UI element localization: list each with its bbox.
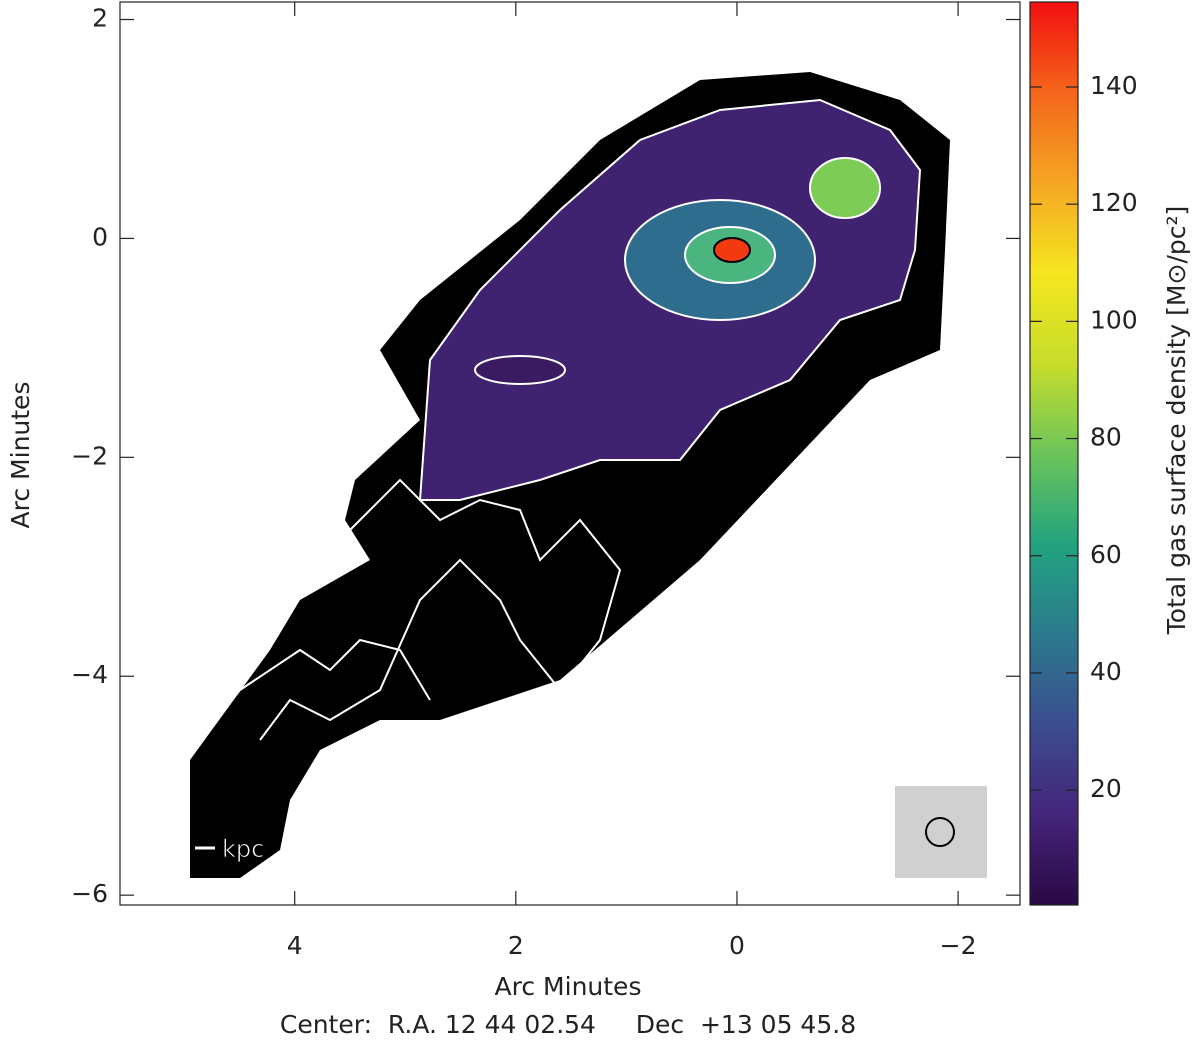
footer: Center: R.A. 12 44 02.54 Dec +13 05 45.8 <box>280 1010 856 1039</box>
colorbar-tick-label: 100 <box>1090 305 1138 334</box>
galaxy-map: kpc <box>190 72 987 878</box>
y-tick-label: −2 <box>71 441 108 470</box>
colorbar <box>1029 1 1079 906</box>
beam <box>925 817 955 847</box>
contour <box>259 478 622 741</box>
x-tick-label: 4 <box>287 931 303 960</box>
colorbar-title: Total gas surface density [M⊙/pc²] <box>1162 206 1191 636</box>
contour <box>809 157 881 219</box>
colorbar-tick-label: 80 <box>1090 423 1122 452</box>
colorbar-tick-label: 140 <box>1090 71 1138 100</box>
peak <box>713 237 751 263</box>
colorbar-tick-label: 20 <box>1090 774 1122 803</box>
contour <box>474 355 566 385</box>
scale-label: kpc <box>222 835 264 863</box>
x-axis-title: Arc Minutes <box>495 972 642 1001</box>
colorbar-tick-label: 40 <box>1090 657 1122 686</box>
plot-frame <box>119 1 1021 906</box>
x-tick-label: −2 <box>940 931 977 960</box>
colorbar-tick-label: 120 <box>1090 188 1138 217</box>
y-axis-title: Arc Minutes <box>6 382 35 529</box>
x-tick-label: 0 <box>729 931 745 960</box>
contour <box>199 638 431 741</box>
y-tick-label: −6 <box>71 879 108 908</box>
y-tick-label: −4 <box>71 660 108 689</box>
colorbar-tick-label: 60 <box>1090 540 1122 569</box>
y-tick-label: 0 <box>92 222 108 251</box>
beam-box <box>895 786 987 878</box>
y-tick-label: 2 <box>92 4 108 33</box>
x-tick-label: 2 <box>508 931 524 960</box>
